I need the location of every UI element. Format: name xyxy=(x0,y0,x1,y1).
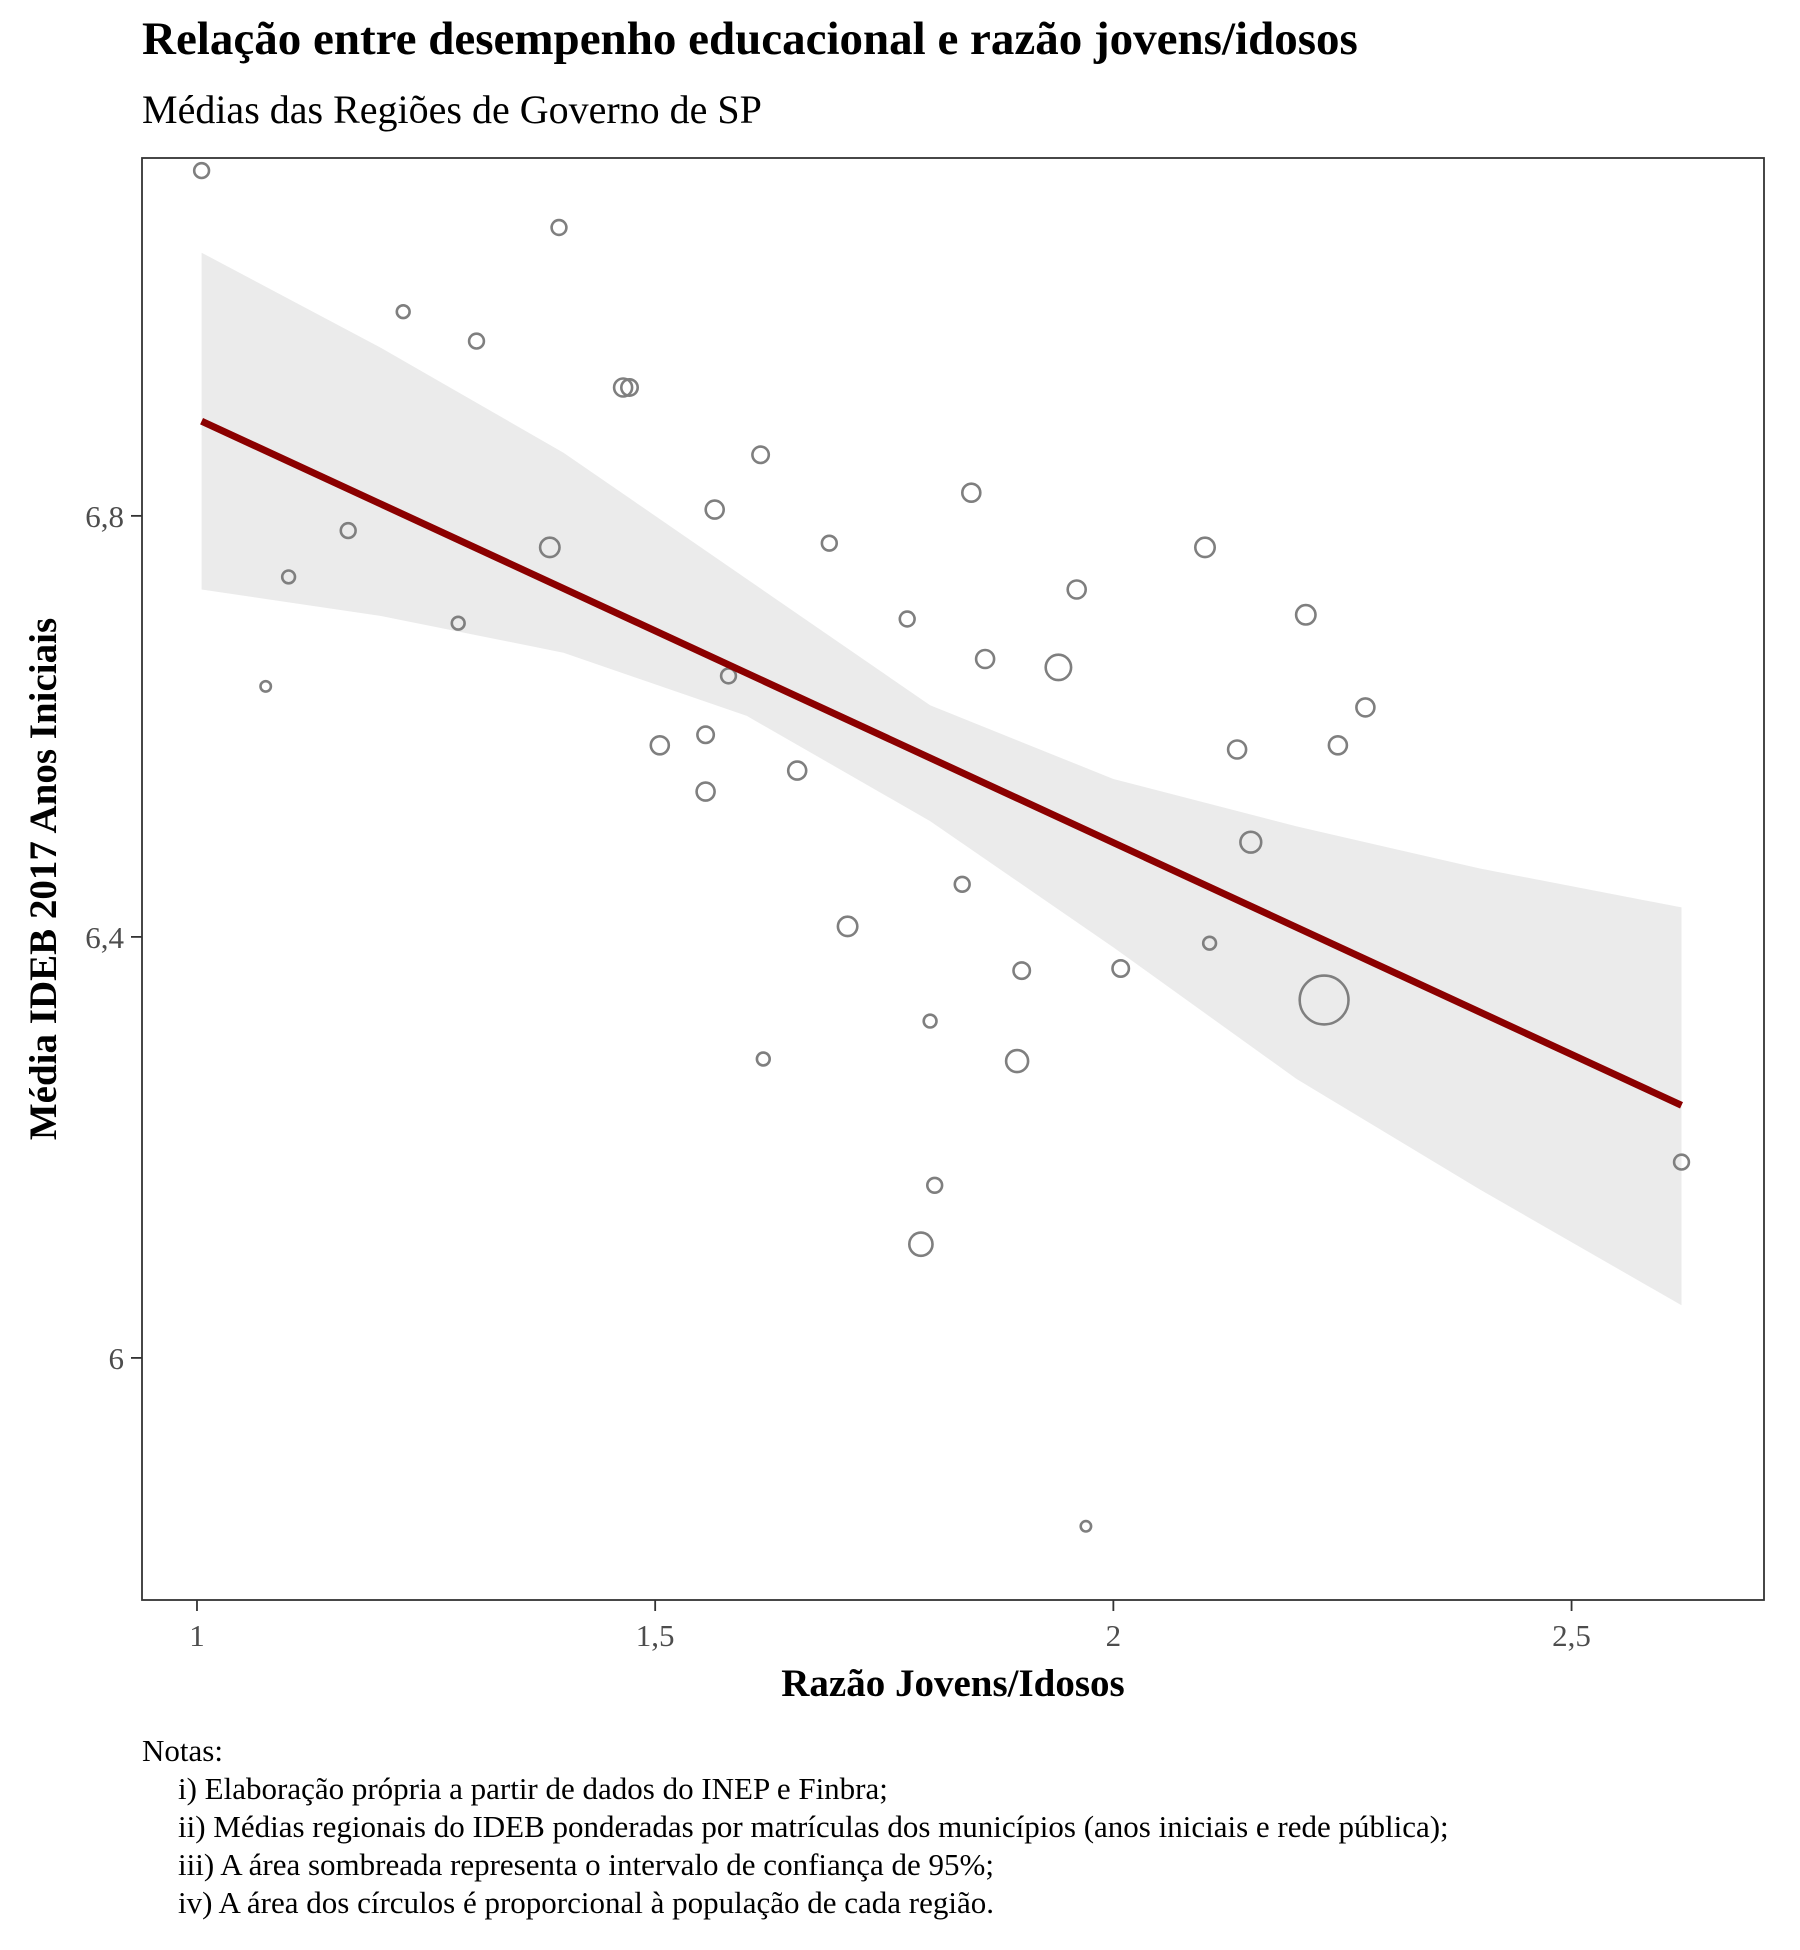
note-line-1: i) Elaboração própria a partir de dados … xyxy=(178,1771,888,1806)
data-point xyxy=(696,725,716,745)
data-point xyxy=(1298,974,1350,1026)
note-line-3: iii) A área sombreada representa o inter… xyxy=(178,1847,994,1882)
chart-subtitle: Médias das Regiões de Governo de SP xyxy=(142,87,762,132)
data-point xyxy=(619,377,639,397)
x-axis: 1 1,5 2 2,5 xyxy=(189,1600,1591,1653)
data-point xyxy=(1355,697,1376,718)
y-axis: 6 6,4 6,8 xyxy=(85,499,142,1376)
notes: Notas: i) Elaboração própria a partir de… xyxy=(142,1732,1449,1922)
data-point xyxy=(922,1013,938,1029)
data-point xyxy=(612,377,634,398)
note-line-4: iv) A área dos círculos é proporcional à… xyxy=(178,1885,994,1920)
data-point xyxy=(898,610,916,628)
y-tick-label: 6,4 xyxy=(85,920,124,955)
x-tick-label: 1 xyxy=(189,1618,205,1653)
y-tick-label: 6,8 xyxy=(85,499,124,534)
scatter-chart: 1 1,5 2 2,5 6 6,4 6,8 Razão Jovens/Idosos Méd… xyxy=(22,157,1765,1705)
data-point xyxy=(1111,958,1131,978)
data-point xyxy=(1294,603,1317,626)
data-point xyxy=(908,1231,934,1258)
data-point xyxy=(751,445,771,465)
confidence-band xyxy=(201,252,1682,1306)
data-point xyxy=(550,218,568,237)
data-point xyxy=(1004,1048,1030,1074)
data-point xyxy=(192,161,211,180)
note-line-2: ii) Médias regionais do IDEB ponderadas … xyxy=(178,1809,1449,1844)
data-point xyxy=(1226,739,1248,760)
data-point xyxy=(704,499,726,520)
data-point xyxy=(1239,830,1263,854)
notes-heading: Notas: xyxy=(142,1733,223,1768)
data-point xyxy=(1327,734,1349,756)
data-point xyxy=(1672,1153,1691,1171)
data-point xyxy=(755,1051,771,1067)
data-point xyxy=(820,534,838,552)
data-point xyxy=(953,875,971,893)
x-tick-label: 2,5 xyxy=(1552,1618,1591,1653)
data-point xyxy=(450,615,466,631)
x-tick-label: 2 xyxy=(1106,1618,1122,1653)
data-point xyxy=(695,781,716,802)
data-point xyxy=(395,304,411,320)
data-point xyxy=(1044,653,1073,682)
chart-title: Relação entre desempenho educacional e r… xyxy=(142,13,1358,65)
data-point xyxy=(259,679,273,693)
data-point xyxy=(339,521,357,540)
data-point xyxy=(960,482,982,504)
data-point xyxy=(1201,935,1218,951)
x-tick-label: 1,5 xyxy=(636,1618,675,1653)
data-point xyxy=(786,760,808,781)
data-point xyxy=(836,915,859,938)
data-point xyxy=(974,648,996,670)
data-point xyxy=(925,1176,944,1195)
plot-border xyxy=(141,157,1765,1601)
data-point xyxy=(1079,1519,1093,1533)
data-point xyxy=(1012,961,1032,981)
data-point xyxy=(467,332,486,350)
data-point xyxy=(538,536,561,559)
y-axis-title: Média IDEB 2017 Anos Iniciais xyxy=(22,618,65,1140)
data-point xyxy=(1194,536,1217,559)
x-axis-title: Razão Jovens/Idosos xyxy=(781,1662,1124,1705)
points-layer xyxy=(192,161,1691,1533)
data-point xyxy=(1066,579,1087,600)
data-point xyxy=(649,734,671,756)
y-tick-label: 6 xyxy=(109,1341,125,1376)
data-point xyxy=(280,569,297,585)
trend-line xyxy=(200,417,1683,1109)
